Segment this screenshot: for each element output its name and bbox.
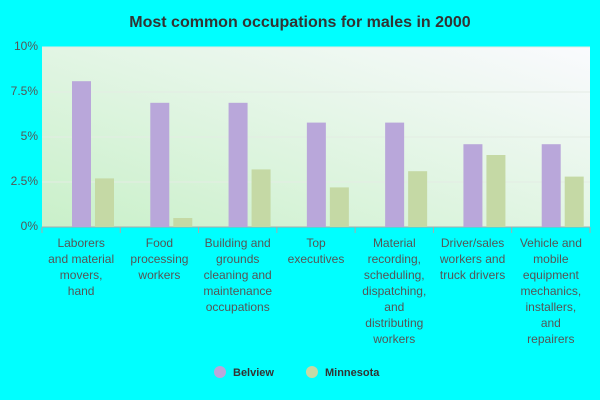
x-tick-label: Food processing workers (130, 236, 188, 282)
label-line: mechanics, (521, 284, 582, 298)
legend-marker (214, 366, 226, 378)
label-line: hand (68, 284, 95, 298)
legend-label: Belview (233, 367, 274, 379)
label-line: maintenance (203, 284, 272, 298)
label-line: Building and (205, 236, 271, 250)
x-tick-label: Material recording, scheduling, dispatching… (362, 236, 426, 346)
label-line: workers and (439, 252, 505, 266)
bar (150, 102, 170, 227)
bar (564, 176, 584, 227)
label-line: and (541, 316, 561, 330)
label-line: truck drivers (440, 268, 505, 282)
x-tick-label: Top executives (288, 236, 345, 266)
label-line: distributing (365, 316, 423, 330)
bar (306, 122, 326, 227)
label-line: processing (130, 252, 188, 266)
bar (228, 102, 248, 227)
label-line: Material (373, 236, 416, 250)
y-tick-label: 7.5% (11, 84, 39, 98)
bar (385, 122, 405, 227)
label-line: workers (372, 332, 415, 346)
label-line: grounds (216, 252, 259, 266)
label-line: workers (137, 268, 180, 282)
x-tick-label: Driver/sales workers and truck drivers (439, 236, 505, 282)
label-line: scheduling, (364, 268, 425, 282)
label-line: Driver/sales (441, 236, 504, 250)
label-line: installers, (526, 300, 577, 314)
y-tick-label: 5% (21, 129, 39, 143)
bar (541, 144, 561, 227)
bar (95, 178, 114, 227)
label-line: Laborers (57, 236, 104, 250)
y-tick-label: 0% (21, 219, 39, 233)
label-line: and (384, 300, 404, 314)
x-tick-label: Building and grounds cleaning and maintenan… (203, 236, 272, 314)
label-line: recording, (368, 252, 421, 266)
label-line: repairers (527, 332, 574, 346)
label-line: cleaning and (204, 268, 272, 282)
bar (72, 81, 91, 227)
bar (173, 218, 193, 227)
y-tick-label: 2.5% (11, 174, 39, 188)
y-tick-label: 10% (14, 39, 38, 53)
label-line: movers, (60, 268, 103, 282)
chart-title: Most common occupations for males in 200… (129, 14, 471, 31)
bar (463, 144, 483, 227)
label-line: mobile (533, 252, 569, 266)
bar (408, 171, 428, 227)
legend-marker (305, 366, 318, 378)
label-line: occupations (206, 300, 270, 314)
bar (486, 155, 506, 227)
x-tick-label: Vehicle and mobile equipment mechanics, inst… (520, 236, 582, 346)
label-line: executives (288, 252, 345, 266)
bar (251, 169, 271, 227)
label-line: dispatching, (362, 284, 426, 298)
legend-label: Minnesota (325, 367, 380, 379)
label-line: equipment (523, 268, 580, 282)
label-line: Top (306, 236, 326, 250)
bar (329, 187, 349, 227)
label-line: and material (48, 252, 114, 266)
label-line: Food (146, 236, 173, 250)
x-tick-label: Laborers and material movers, hand (48, 236, 114, 298)
label-line: Vehicle and (520, 236, 582, 250)
